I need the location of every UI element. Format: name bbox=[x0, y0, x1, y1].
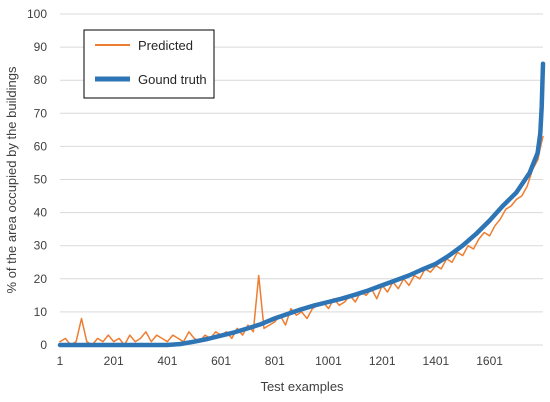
series-lines bbox=[57, 61, 546, 348]
y-tick-label: 40 bbox=[34, 206, 48, 220]
x-tick-label: 1001 bbox=[315, 354, 342, 368]
x-tick-label: 601 bbox=[211, 354, 231, 368]
legend-box bbox=[83, 29, 215, 99]
y-tick-label: 0 bbox=[40, 338, 47, 352]
x-axis-tick-labels: 1 201 401 601 801 1001 1201 1401 1601 bbox=[57, 354, 504, 368]
x-tick-label: 801 bbox=[265, 354, 285, 368]
y-axis-tick-labels: 0 10 20 30 40 50 60 70 80 90 100 bbox=[27, 7, 47, 352]
y-axis-title: % of the area occupied by the buildings bbox=[4, 66, 19, 293]
y-tick-label: 20 bbox=[34, 272, 48, 286]
y-tick-label: 100 bbox=[27, 7, 47, 21]
x-tick-label: 1601 bbox=[476, 354, 503, 368]
series-line-predicted bbox=[59, 135, 544, 346]
x-tick-label: 1 bbox=[57, 354, 64, 368]
y-tick-label: 30 bbox=[34, 239, 48, 253]
x-tick-label: 401 bbox=[157, 354, 177, 368]
gridlines bbox=[60, 13, 543, 313]
series-line-ground-truth bbox=[57, 61, 546, 348]
y-tick-label: 50 bbox=[34, 173, 48, 187]
legend: Predicted Gound truth bbox=[83, 29, 215, 99]
legend-label-predicted: Predicted bbox=[138, 38, 193, 53]
y-tick-label: 80 bbox=[34, 73, 48, 87]
x-tick-label: 1201 bbox=[369, 354, 396, 368]
x-axis-title: Test examples bbox=[260, 379, 344, 394]
y-tick-label: 70 bbox=[34, 106, 48, 120]
x-tick-label: 1401 bbox=[423, 354, 450, 368]
x-tick-label: 201 bbox=[104, 354, 124, 368]
y-tick-label: 90 bbox=[34, 40, 48, 54]
y-tick-label: 60 bbox=[34, 139, 48, 153]
legend-label-ground-truth: Gound truth bbox=[138, 72, 207, 87]
y-tick-label: 10 bbox=[34, 305, 48, 319]
